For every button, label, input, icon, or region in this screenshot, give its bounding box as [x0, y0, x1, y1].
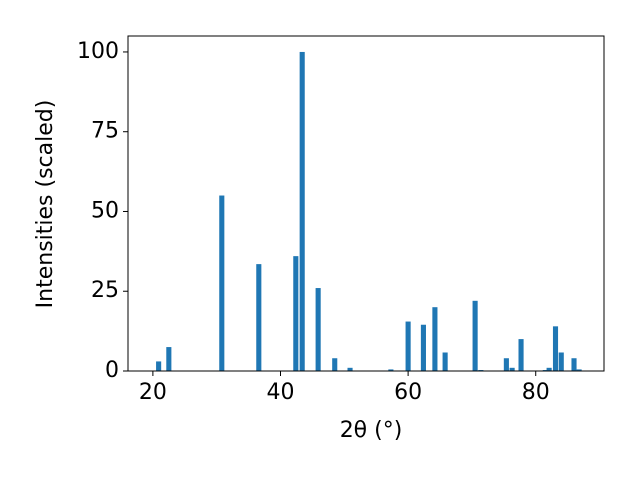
bar — [503, 358, 509, 371]
bar — [347, 367, 353, 371]
bar — [552, 326, 559, 371]
bar — [219, 195, 225, 371]
y-tick-label: 0 — [105, 358, 119, 383]
bar — [299, 51, 305, 371]
bar — [571, 358, 577, 371]
y-tick-label: 100 — [77, 39, 119, 64]
plot-frame — [127, 35, 605, 372]
bar — [156, 361, 162, 371]
y-tick-label: 25 — [91, 278, 119, 303]
bar — [509, 367, 515, 371]
bar — [166, 347, 172, 371]
x-axis-label: 2θ (°) — [340, 418, 403, 443]
bar — [315, 288, 321, 371]
x-tick-label: 60 — [394, 380, 422, 405]
bar — [472, 300, 478, 371]
y-tick-label: 75 — [91, 119, 119, 144]
bar — [576, 369, 582, 371]
x-tick-label: 80 — [522, 380, 550, 405]
bar — [518, 339, 524, 371]
bar — [432, 307, 438, 371]
bar — [420, 324, 426, 371]
bar — [405, 321, 411, 371]
y-tick-label: 50 — [91, 198, 119, 223]
bar — [256, 264, 262, 371]
bar — [388, 369, 394, 371]
bar — [442, 352, 448, 371]
bar — [546, 367, 552, 371]
x-tick-label: 20 — [139, 380, 167, 405]
bar — [558, 352, 564, 371]
bar — [332, 358, 338, 371]
y-axis-label: Intensities (scaled) — [33, 100, 58, 309]
bar — [293, 256, 299, 371]
x-tick-label: 40 — [266, 380, 294, 405]
